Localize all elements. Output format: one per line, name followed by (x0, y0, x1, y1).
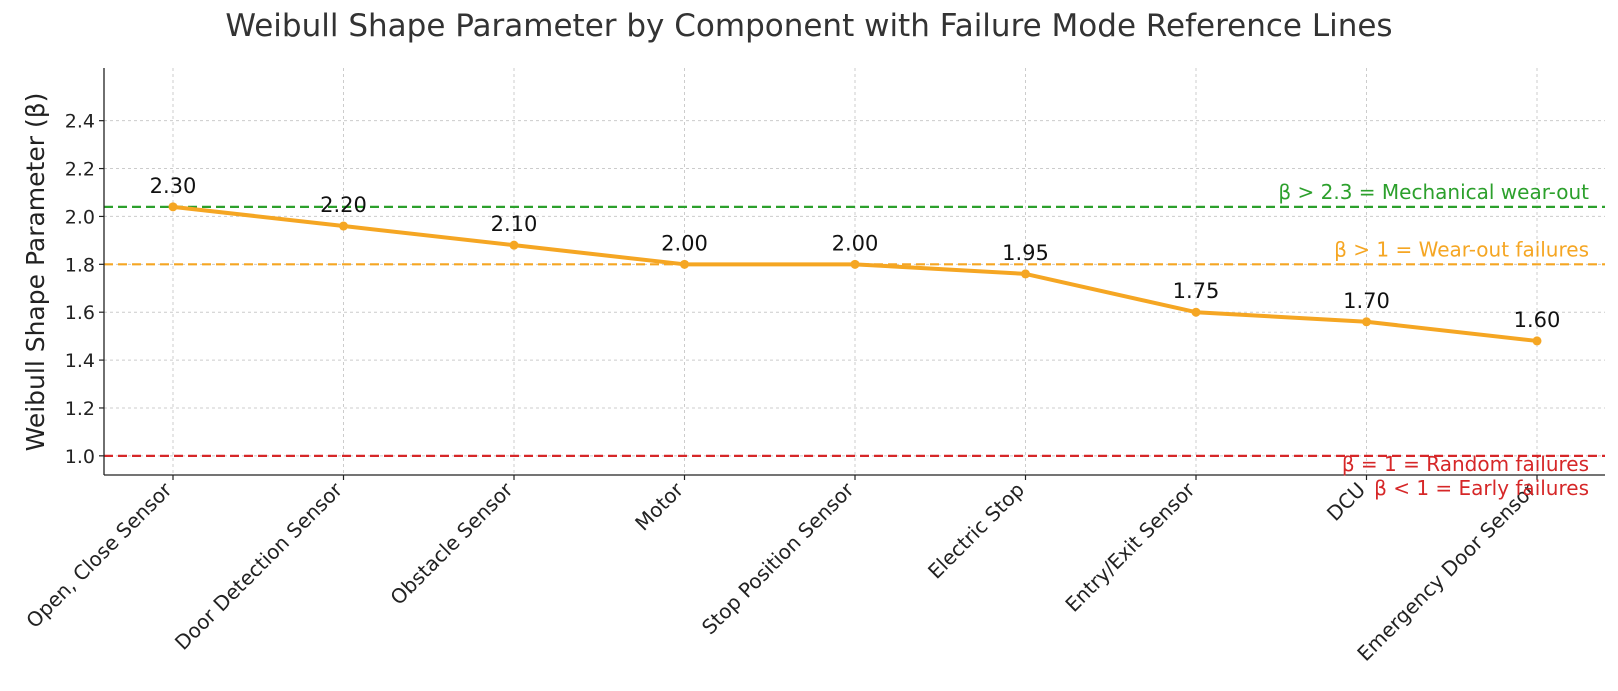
data-point (339, 221, 348, 231)
data-point (1532, 336, 1542, 346)
x-tick-label: Obstacle Sensor (385, 477, 518, 610)
data-point (1021, 269, 1030, 279)
reference-label: β = 1 = Random failures (1342, 452, 1589, 476)
reference-label: β > 1 = Wear-out failures (1334, 237, 1589, 261)
grid (104, 68, 1605, 475)
data-label: 1.60 (1514, 308, 1561, 332)
y-tick-label: 1.4 (65, 350, 95, 372)
series (168, 202, 1542, 346)
y-axis-label: Weibull Shape Parameter (β) (21, 93, 50, 452)
data-point (1191, 307, 1201, 317)
reference-labels: β > 2.3 = Mechanical wear-out β > 1 = Wea… (1278, 180, 1589, 500)
y-tick-label: 2.2 (65, 159, 95, 181)
data-label: 1.95 (1002, 241, 1049, 265)
data-label: 1.75 (1173, 279, 1220, 303)
y-tick-label: 1.6 (65, 302, 95, 324)
chart-title: Weibull Shape Parameter by Component wit… (225, 8, 1392, 44)
data-labels: 2.30 2.20 2.10 2.00 2.00 1.95 1.75 1.70 1.60 (150, 174, 1561, 332)
x-tick-label: Emergency Door Sensor (1352, 477, 1541, 666)
reference-label: β > 2.3 = Mechanical wear-out (1278, 180, 1589, 204)
y-tick-label: 1.0 (65, 446, 95, 468)
x-tick-label: DCU (1322, 478, 1370, 526)
y-tick-label: 1.8 (65, 254, 95, 276)
data-label: 2.00 (832, 231, 879, 255)
data-point (509, 240, 519, 250)
data-point (680, 259, 689, 269)
data-label: 2.30 (150, 174, 197, 198)
annotation-label: β < 1 = Early failures (1374, 476, 1589, 500)
y-tick-label: 2.4 (65, 111, 95, 133)
x-tick-label: Motor (630, 477, 688, 535)
x-tick-label: Electric Stop (923, 478, 1029, 584)
data-point (850, 259, 860, 269)
data-label: 2.10 (491, 212, 538, 236)
x-tick-label: Open, Close Sensor (21, 477, 177, 633)
data-label: 1.70 (1343, 289, 1390, 313)
data-point (1362, 317, 1371, 327)
data-point (168, 202, 178, 212)
y-tick-label: 2.0 (65, 206, 95, 228)
x-tick-label: Entry/Exit Sensor (1060, 477, 1200, 617)
x-tick-label: Stop Position Sensor (697, 477, 859, 639)
y-tick-label: 1.2 (65, 398, 95, 420)
data-label: 2.20 (320, 193, 367, 217)
data-label: 2.00 (661, 231, 708, 255)
x-tick-label: Door Detection Sensor (170, 477, 348, 655)
